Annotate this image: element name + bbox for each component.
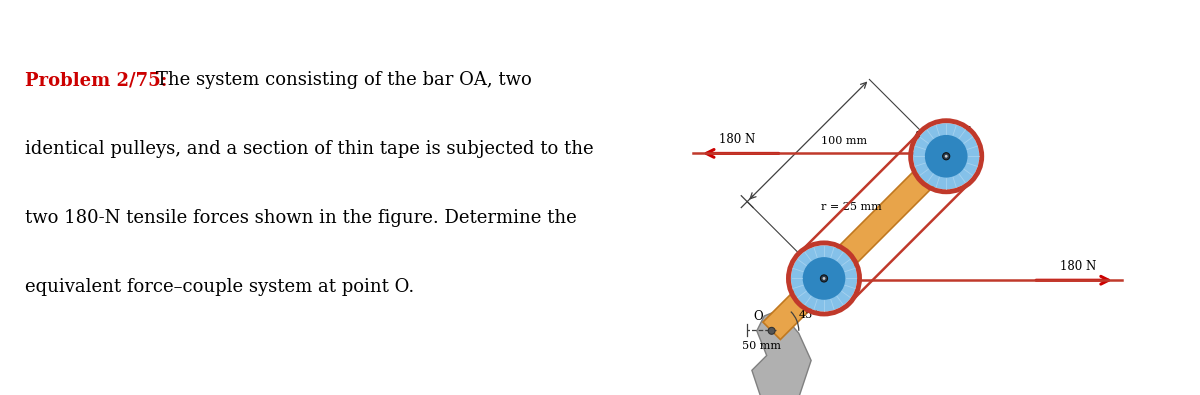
- Text: 45°: 45°: [799, 310, 818, 320]
- Text: two 180-N tensile forces shown in the figure. Determine the: two 180-N tensile forces shown in the fi…: [25, 209, 577, 228]
- Circle shape: [925, 135, 967, 178]
- Text: 50 mm: 50 mm: [742, 340, 781, 351]
- Text: equivalent force–couple system at point O.: equivalent force–couple system at point …: [25, 278, 415, 297]
- Text: 100 mm: 100 mm: [821, 135, 866, 145]
- Polygon shape: [752, 310, 811, 395]
- Circle shape: [821, 275, 828, 282]
- Polygon shape: [763, 144, 959, 340]
- Text: r = 25 mm: r = 25 mm: [821, 203, 882, 213]
- Text: 180 N: 180 N: [1060, 260, 1096, 273]
- Text: O: O: [752, 310, 763, 322]
- Circle shape: [943, 153, 949, 160]
- Text: r: r: [965, 124, 970, 134]
- Text: identical pulleys, and a section of thin tape is subjected to the: identical pulleys, and a section of thin…: [25, 140, 594, 158]
- Circle shape: [913, 123, 979, 189]
- Circle shape: [791, 245, 857, 312]
- Circle shape: [822, 277, 826, 280]
- Circle shape: [944, 155, 948, 158]
- Circle shape: [803, 257, 845, 300]
- Text: The system consisting of the bar OA, two: The system consisting of the bar OA, two: [156, 71, 532, 89]
- Text: 180 N: 180 N: [719, 133, 755, 146]
- Text: Problem 2/75:: Problem 2/75:: [25, 71, 168, 89]
- Text: r: r: [800, 253, 806, 263]
- Text: A: A: [912, 131, 922, 144]
- Circle shape: [768, 327, 775, 334]
